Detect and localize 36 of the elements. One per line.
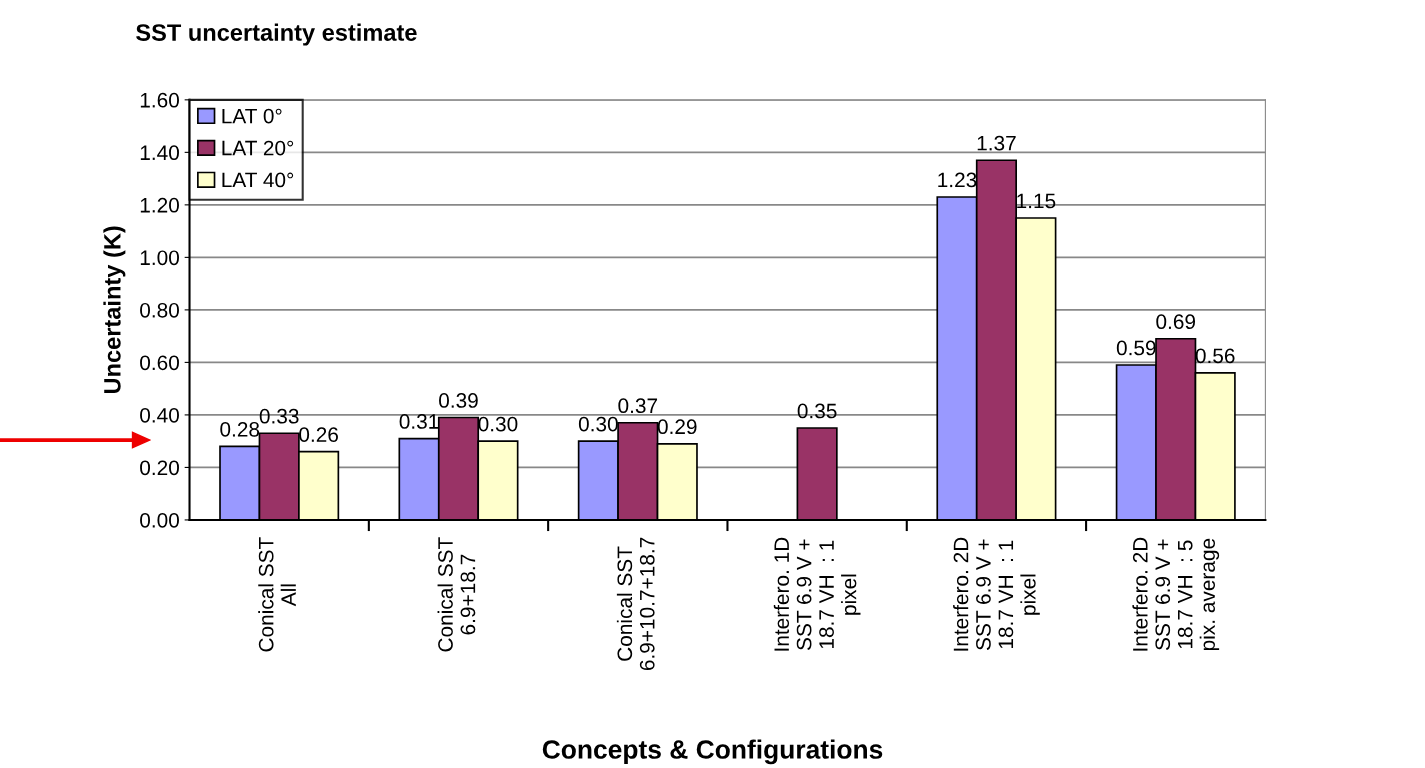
x-axis-title: Concepts & Configurations: [542, 739, 883, 765]
data-label: 1.37: [977, 135, 1016, 151]
data-label: 0.26: [299, 427, 338, 442]
y-axis-title: Uncertainty (K): [103, 226, 126, 394]
y-tick-label: 1.00: [140, 250, 179, 266]
data-label: 0.33: [259, 408, 299, 424]
data-label: 0.30: [478, 416, 518, 432]
data-label: 0.30: [578, 416, 618, 432]
data-label: 0.37: [618, 398, 658, 414]
data-label: 0.31: [399, 414, 439, 429]
x-tick-label: Conical SST 6.9+10.7+18.7: [616, 537, 655, 671]
y-tick-label: 1.60: [140, 92, 179, 108]
y-tick-label: 0.60: [140, 355, 179, 371]
y-tick-label: 0.80: [140, 302, 179, 318]
data-label: 0.28: [220, 421, 260, 437]
chart-title: SST uncertainty estimate: [136, 23, 417, 46]
data-label: 1.23: [938, 172, 977, 188]
y-tick-label: 0.00: [140, 512, 179, 528]
data-label: 1.15: [1017, 193, 1056, 209]
legend-label: LAT 20°: [222, 140, 294, 156]
legend-label: LAT 40°: [222, 172, 294, 188]
data-label: 0.56: [1195, 348, 1235, 364]
legend-label: LAT 0°: [222, 108, 282, 124]
x-tick-label: Interfero. 1D SST 6.9 V + 18.7 VH : 1 pixel: [773, 537, 861, 651]
x-tick-label: Interfero. 2D SST 6.9 V + 18.7 VH : 5 pix. average: [1132, 537, 1220, 651]
data-label: 0.35: [797, 403, 837, 419]
x-tick-label: Conical SST 6.9+18.7: [437, 537, 476, 652]
y-tick-label: 1.40: [140, 145, 179, 161]
data-label: 0.29: [657, 419, 697, 435]
data-label: 0.39: [439, 393, 478, 408]
data-label: 0.69: [1156, 314, 1196, 330]
x-tick-label: Conical SST All: [258, 537, 296, 652]
y-tick-label: 0.40: [140, 407, 179, 423]
y-tick-label: 0.20: [140, 460, 179, 476]
y-tick-label: 1.20: [140, 197, 179, 213]
x-tick-label: Interfero. 2D SST 6.9 V + 18.7 VH : 1 pixel: [953, 537, 1040, 651]
